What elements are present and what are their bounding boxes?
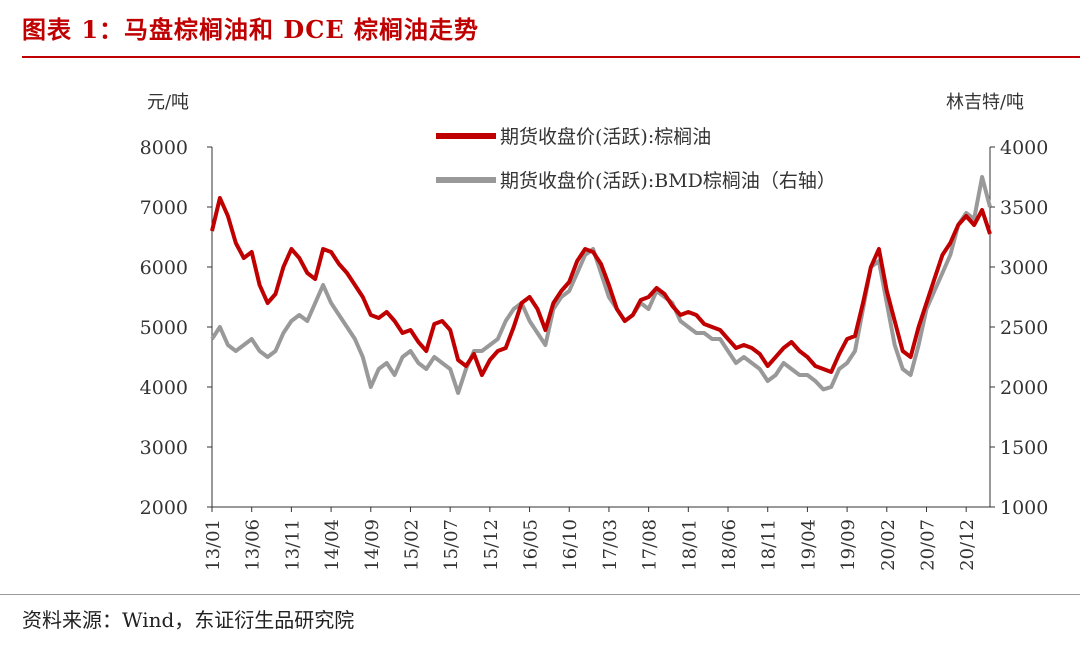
right-tick-label: 1000 — [1000, 497, 1048, 519]
x-tick-label: 17/08 — [640, 519, 661, 571]
figure-title: 图表 1：马盘棕榈油和 DCE 棕榈油走势 — [22, 15, 479, 44]
dce-palm-oil-line — [210, 196, 992, 377]
x-tick-label: 20/02 — [878, 519, 899, 571]
x-tick-label: 14/04 — [322, 519, 343, 571]
source-divider — [0, 594, 1080, 595]
title-divider — [22, 56, 1080, 58]
x-tick-label: 19/04 — [798, 519, 819, 571]
x-axis: 13/01 13/06 13/11 14/04 14/09 15/02 15/07 15/12… — [203, 506, 990, 571]
legend-label: 期货收盘价(活跃):棕榈油 — [500, 126, 711, 148]
right-y-axis: 1000 1500 2000 2500 3000 3500 4000 — [989, 137, 1048, 519]
x-tick-label: 19/09 — [838, 519, 859, 571]
x-tick-label: 13/06 — [243, 519, 264, 571]
right-tick-label: 2500 — [1000, 317, 1048, 339]
left-tick-label: 2000 — [140, 497, 188, 519]
x-tick-label: 15/02 — [401, 519, 422, 571]
left-axis-unit: 元/吨 — [147, 92, 189, 113]
source-note: 资料来源：Wind，东证衍生品研究院 — [22, 608, 355, 632]
x-tick-label: 20/07 — [917, 519, 938, 571]
left-tick-label: 4000 — [140, 377, 188, 399]
right-tick-label: 2000 — [1000, 377, 1048, 399]
x-tick-label: 15/12 — [481, 519, 502, 571]
left-tick-label: 5000 — [140, 317, 188, 339]
dual-axis-line-chart: 2000 3000 4000 5000 6000 7000 8000 1000 1500 200… — [140, 92, 1049, 571]
x-tick-label: 18/01 — [679, 519, 700, 571]
x-tick-label: 15/07 — [441, 519, 462, 571]
x-tick-label: 20/12 — [957, 519, 978, 571]
bmd-palm-oil-line — [210, 175, 992, 395]
x-tick-label: 18/06 — [719, 519, 740, 571]
x-tick-label: 13/11 — [282, 519, 303, 571]
right-tick-label: 3500 — [1000, 197, 1048, 219]
left-tick-label: 7000 — [140, 197, 188, 219]
x-tick-label: 17/03 — [600, 519, 621, 571]
x-tick-label: 18/11 — [759, 519, 780, 571]
x-tick-label: 13/01 — [203, 519, 224, 571]
legend-label: 期货收盘价(活跃):BMD棕榈油（右轴） — [500, 170, 836, 192]
x-tick-label: 16/05 — [521, 519, 542, 571]
series-lines — [210, 175, 992, 395]
left-tick-label: 8000 — [140, 137, 188, 159]
left-y-axis: 2000 3000 4000 5000 6000 7000 8000 — [140, 137, 213, 519]
right-tick-label: 1500 — [1000, 437, 1048, 459]
right-axis-unit: 林吉特/吨 — [946, 92, 1024, 113]
x-tick-label: 14/09 — [362, 519, 383, 571]
x-tick-label: 16/10 — [560, 519, 581, 571]
left-tick-label: 3000 — [140, 437, 188, 459]
right-tick-label: 3000 — [1000, 257, 1048, 279]
right-tick-label: 4000 — [1000, 137, 1048, 159]
left-tick-label: 6000 — [140, 257, 188, 279]
